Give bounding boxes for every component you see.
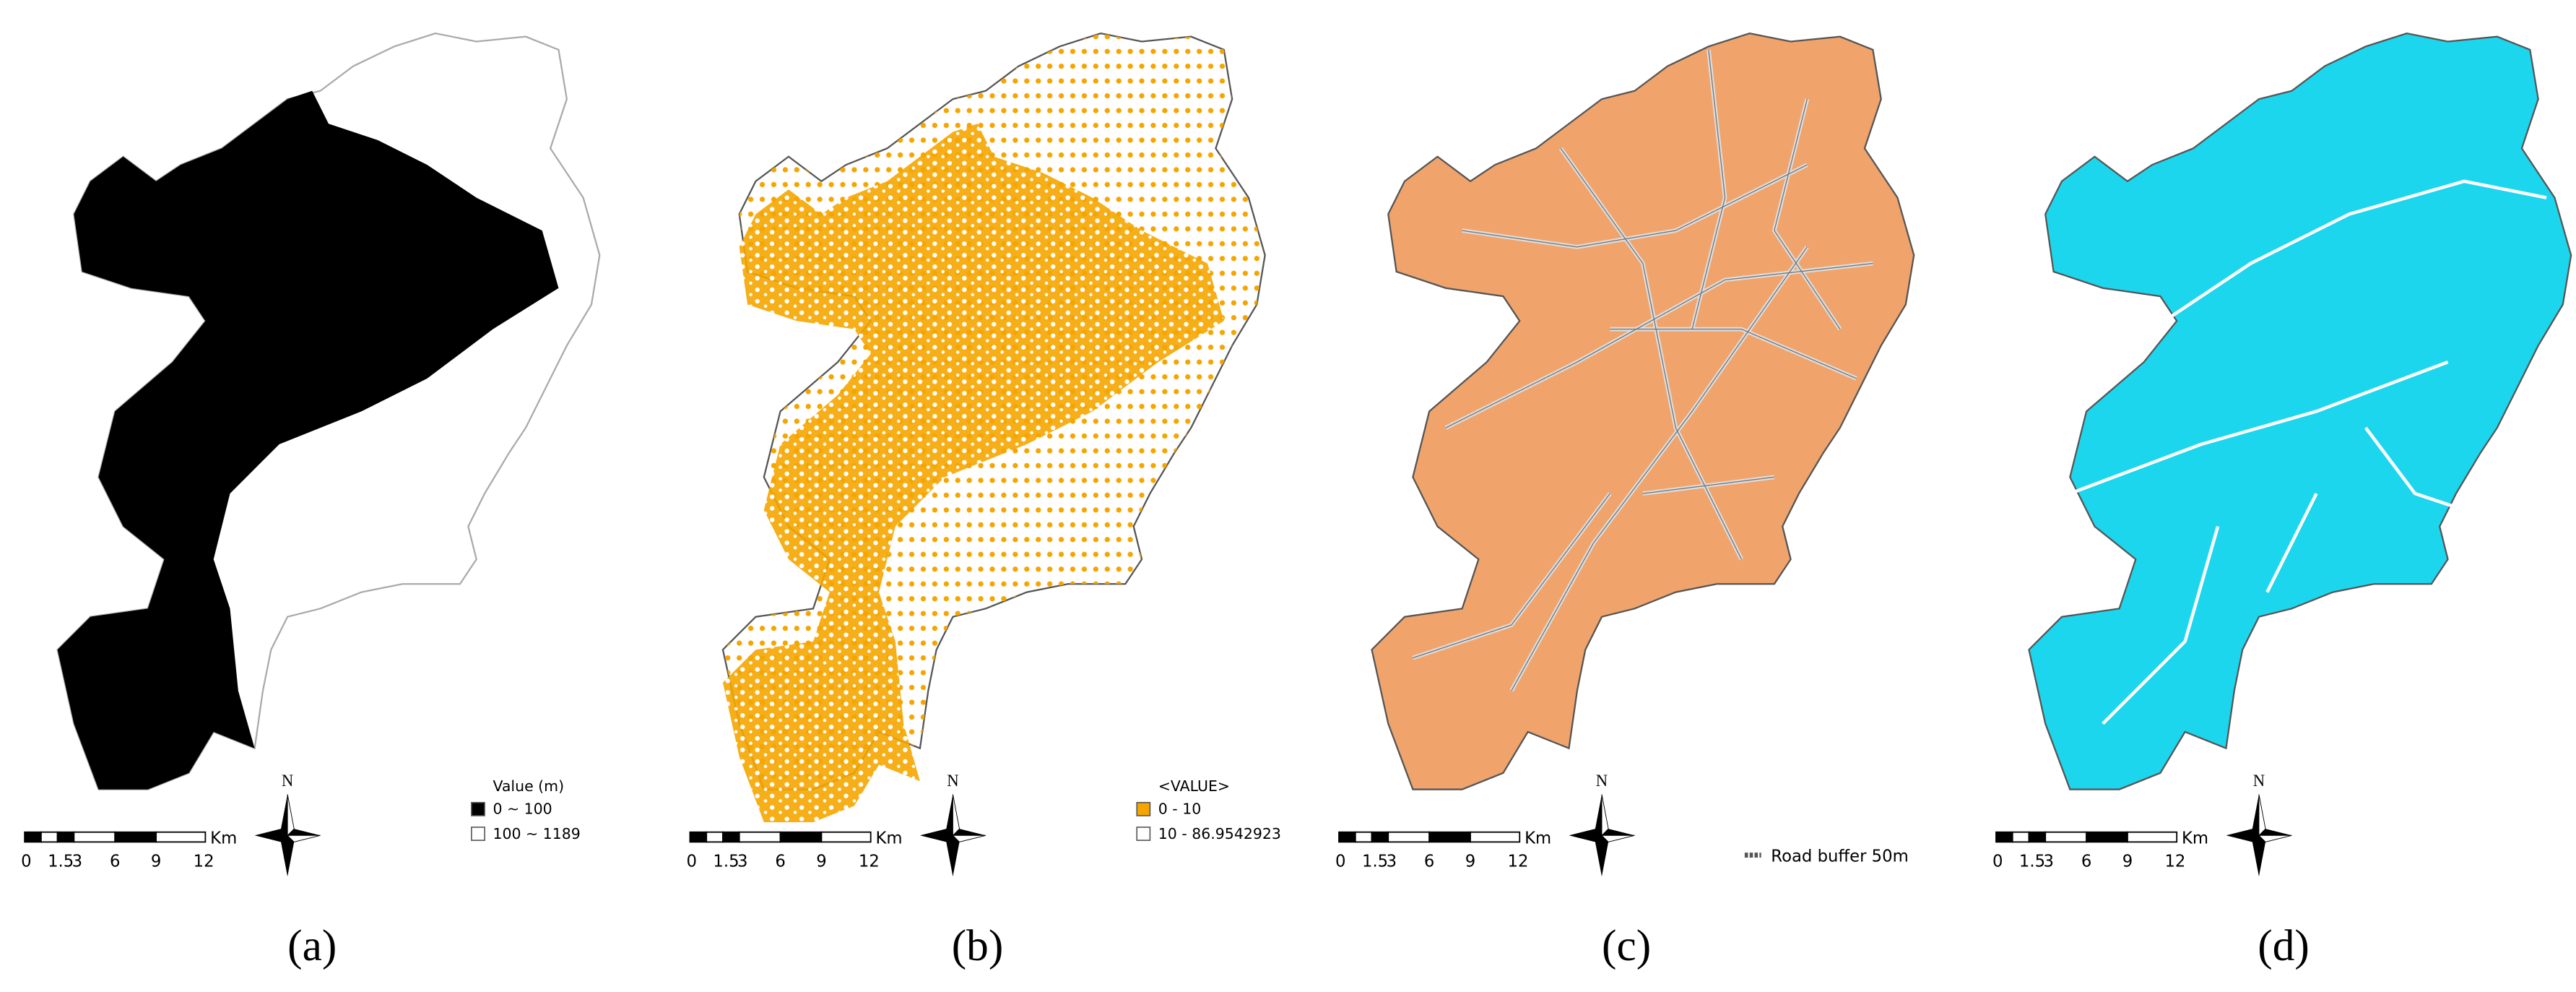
panel-caption: (c) <box>1602 921 1651 970</box>
scale-label: 0 <box>1992 852 2003 871</box>
legend-item: 10 - 86.9542923 <box>1158 825 1281 842</box>
scale-label: 3 <box>737 852 747 871</box>
road-line <box>1413 49 1873 691</box>
panel-caption: (d) <box>2258 921 2310 970</box>
scale-bar-segment <box>2127 831 2178 843</box>
scale-unit: Km <box>210 829 237 848</box>
legend-title: Value (m) <box>493 777 564 795</box>
map-panel: 0 1.53 6 9 12 Km N <VALUE> 0 - 10 10 - 86.9542923… <box>686 32 1281 970</box>
scale-bar-segment <box>820 831 872 843</box>
scale-bar-segment <box>40 831 58 843</box>
north-label: N <box>282 772 293 790</box>
scale-label: 6 <box>110 852 120 871</box>
scale-bar-segment <box>2044 831 2087 843</box>
scale-label: 12 <box>194 852 214 871</box>
scale-label: 9 <box>816 852 826 871</box>
legend-item: Road buffer 50m <box>1771 847 1908 866</box>
north-arrow-light <box>1600 794 1635 842</box>
legend-swatch <box>1136 801 1151 816</box>
scale-label: 9 <box>1465 852 1475 871</box>
scale-label: 3 <box>1387 852 1397 871</box>
legend-title: <VALUE> <box>1158 777 1230 795</box>
scale-bar-segment <box>114 831 157 843</box>
scale-bar-segment <box>2028 831 2047 843</box>
scale-label: 1.5 <box>1362 852 1388 871</box>
north-label: N <box>1596 772 1608 790</box>
scale-bar-segment <box>1354 831 1373 843</box>
scale-bar-segment <box>1470 831 1521 843</box>
scale-unit: Km <box>876 829 903 848</box>
scale-label: 0 <box>21 852 31 871</box>
scale-label: 1.5 <box>713 852 739 871</box>
scale-bar-segment <box>56 831 75 843</box>
watershed <box>1371 32 1915 790</box>
scale-label: 6 <box>2081 852 2091 871</box>
stream <box>2069 179 2547 725</box>
scale-bar-segment <box>2011 831 2030 843</box>
map-panel: 0 1.53 6 9 12 Km N Road buffer 50m (c) <box>1335 32 1915 970</box>
scale-label: 12 <box>859 852 880 871</box>
scale-bar-segment <box>1371 831 1389 843</box>
scale-label: 9 <box>151 852 161 871</box>
scale-label: 12 <box>1508 852 1529 871</box>
scale-label: 0 <box>686 852 696 871</box>
panel-caption: (a) <box>287 921 337 970</box>
scale-bar-segment <box>1428 831 1471 843</box>
scale-bar-segment <box>73 831 116 843</box>
scale-bar-segment <box>738 831 781 843</box>
legend-item: 0 - 10 <box>1158 801 1201 818</box>
scale-bar-segment <box>706 831 724 843</box>
scale-bar-segment <box>24 831 42 843</box>
scale-label: 6 <box>775 852 785 871</box>
scale-bar-segment <box>1387 831 1431 843</box>
scale-bar-segment <box>1995 831 2013 843</box>
scale-bar-segment <box>2086 831 2128 843</box>
scale-label: 12 <box>2164 852 2185 871</box>
map-panel: 0 1.53 6 9 12 Km N Value (m) 0 ~ 100 100 ~ 1189 (a… <box>21 32 601 970</box>
legend-swatch <box>1136 827 1151 841</box>
legend-item: 0 ~ 100 <box>493 801 552 818</box>
scale-bar-segment <box>155 831 207 843</box>
scale-unit: Km <box>2182 829 2208 848</box>
scale-bar-segment <box>779 831 823 843</box>
scale-bar-segment <box>722 831 740 843</box>
scale-label: 6 <box>1424 852 1434 871</box>
legend-swatch <box>471 827 485 841</box>
scale-label: 3 <box>2044 852 2054 871</box>
scale-bar-segment <box>1338 831 1356 843</box>
scale-label: 0 <box>1335 852 1345 871</box>
north-arrow-light <box>287 794 321 842</box>
legend-swatch <box>471 801 485 816</box>
panel-caption: (b) <box>952 921 1004 970</box>
scale-unit: Km <box>1525 829 1551 848</box>
scale-label: 1.5 <box>48 852 74 871</box>
map-panel: 0 1.53 6 9 12 Km N (d) <box>1992 32 2572 970</box>
scale-bar-segment <box>689 831 708 843</box>
watershed <box>2028 32 2572 790</box>
scale-label: 9 <box>2122 852 2133 871</box>
scale-label: 3 <box>72 852 82 871</box>
legend-item: 100 ~ 1189 <box>493 825 580 842</box>
north-arrow-light <box>2258 794 2292 842</box>
north-label: N <box>2253 772 2265 790</box>
north-arrow-light <box>952 794 986 842</box>
scale-label: 1.5 <box>2019 852 2045 871</box>
north-label: N <box>947 772 958 790</box>
